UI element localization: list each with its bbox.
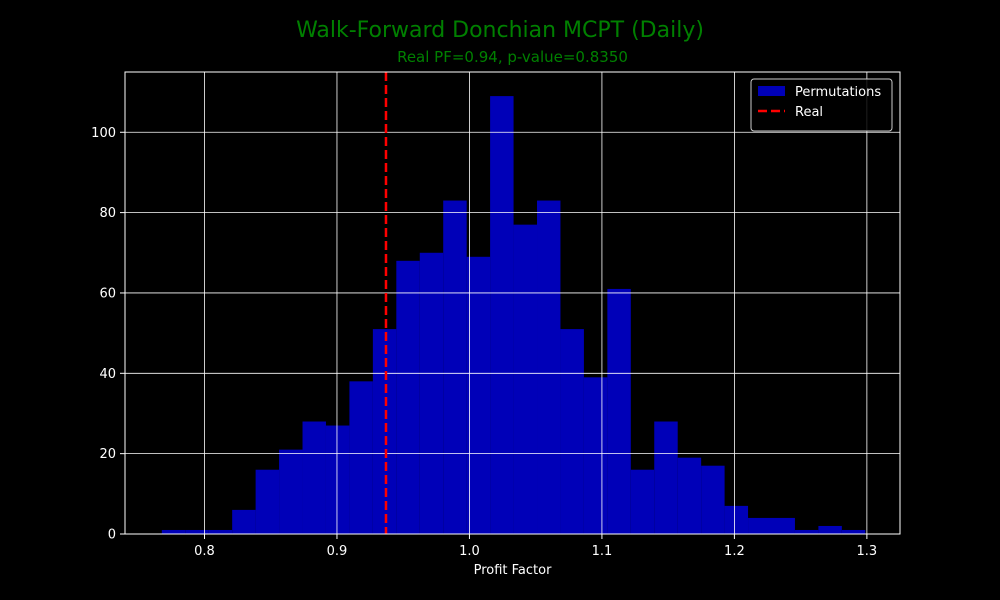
histogram-bar [302,421,326,534]
x-tick-label: 1.1 [592,544,613,559]
histogram-bar [513,224,538,534]
histogram-bar [208,529,233,534]
chart-title: Walk-Forward Donchian MCPT (Daily) [296,18,704,43]
histogram-bar [794,529,819,534]
histogram-bar [255,469,280,534]
x-tick-label: 1.3 [857,544,878,559]
legend-box [750,78,893,132]
histogram-bar [724,505,749,534]
plot-frame [124,71,901,535]
histogram-bar [396,260,420,534]
y-tick-label: 60 [99,286,116,301]
histogram-bar [537,200,561,534]
histogram-bar [771,517,795,534]
histogram-bar [654,421,678,534]
histogram-bar [841,529,866,534]
histogram-bar [607,288,631,534]
histogram-bar [443,200,467,534]
histogram-bar [349,381,373,534]
legend-label-permutations: Permutations [795,85,881,100]
histogram-bar [325,425,350,534]
histogram-bar [490,96,514,535]
histogram-bar [279,449,303,534]
histogram-bar [748,517,772,534]
histogram-bar [185,529,209,534]
histogram-bar [466,256,491,534]
x-tick-label: 1.0 [459,544,480,559]
histogram-bar [232,509,256,534]
histogram-bar [372,329,397,534]
y-tick-label: 20 [99,447,116,462]
y-tick-label: 100 [91,126,116,141]
x-axis-label: Profit Factor [474,563,552,578]
x-tick-label: 0.9 [327,544,348,559]
y-tick-label: 80 [99,206,116,221]
histogram-bar [161,529,186,534]
x-tick-label: 0.8 [194,544,215,559]
histogram-bar [560,329,584,534]
histogram-bar [677,457,702,534]
legend-label-real: Real [795,105,823,120]
legend-swatch-permutations [758,86,785,96]
histogram-bar [583,377,608,534]
chart-subtitle: Real PF=0.94, p-value=0.8350 [397,48,628,66]
y-tick-label: 40 [99,367,116,382]
x-tick-label: 1.2 [724,544,745,559]
histogram-bar [818,525,842,534]
histogram-bar [701,465,725,534]
histogram-bar [419,252,444,535]
y-tick-label: 0 [108,528,116,543]
histogram-bar [630,469,655,534]
